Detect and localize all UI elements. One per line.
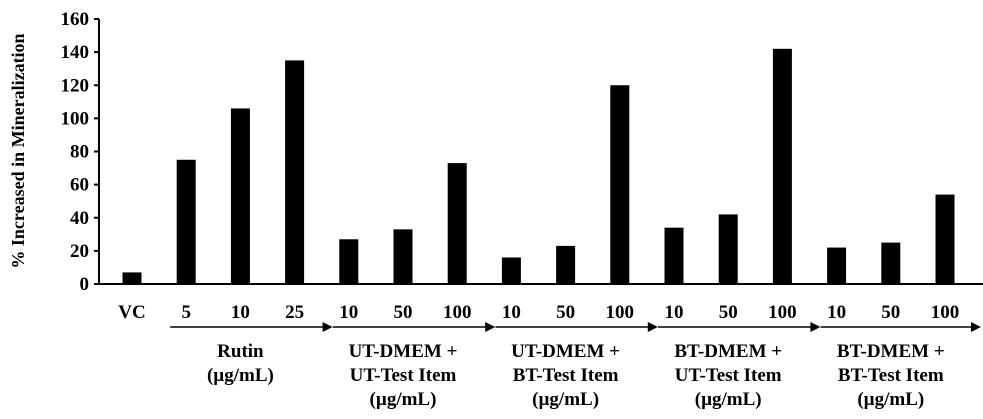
group-label-line: BT-DMEM +: [837, 341, 945, 362]
y-tick-label: 40: [70, 208, 89, 229]
y-tick-label: 80: [70, 142, 89, 163]
x-tick-label: 100: [768, 302, 797, 323]
x-tick-label: 5: [181, 302, 191, 323]
bar: [122, 272, 142, 284]
bar: [664, 227, 684, 284]
x-tick-label: 50: [394, 302, 413, 323]
group-arrow-head: [322, 322, 333, 332]
x-tick-label: 10: [827, 302, 846, 323]
x-tick-label: 25: [285, 302, 304, 323]
bar: [176, 159, 196, 284]
bar: [556, 245, 576, 284]
group-label-line: (µg/mL): [532, 389, 599, 410]
x-tick-label: 100: [931, 302, 960, 323]
bar: [501, 257, 521, 284]
bar: [610, 85, 630, 284]
bar: [772, 48, 792, 284]
x-tick-label: 100: [443, 302, 472, 323]
y-tick-label: 120: [61, 75, 90, 96]
x-tick-label: 10: [339, 302, 358, 323]
y-tick-label: 140: [61, 42, 90, 63]
group-label-line: UT-DMEM +: [349, 341, 458, 362]
x-tick-label: 10: [665, 302, 684, 323]
bar: [339, 239, 359, 284]
group-label-line: BT-DMEM +: [674, 341, 782, 362]
y-axis-label: % Increased in Mineralization: [8, 33, 28, 268]
bar: [881, 242, 901, 284]
y-tick-label: 160: [61, 9, 90, 30]
bar: [285, 60, 305, 284]
y-tick-label: 60: [70, 175, 89, 196]
x-tick-label: 50: [719, 302, 738, 323]
x-tick-label: 10: [231, 302, 250, 323]
group-label-line: Rutin: [217, 341, 264, 362]
bar: [827, 247, 847, 284]
x-tick-labels: VC 5 10 25 10 50 100 10 50 100 10 50 100 10 50 100: [118, 302, 959, 323]
group-label-line: UT-DMEM +: [511, 341, 620, 362]
bar: [718, 214, 738, 284]
group-labels: Rutin (µg/mL) UT-DMEM + UT-Test Item (µg/mL)…: [170, 322, 981, 410]
group-label-line: UT-Test Item: [350, 365, 457, 386]
y-tick-label: 100: [61, 108, 90, 129]
bar: [447, 163, 467, 284]
x-tick-label: VC: [118, 302, 145, 323]
y-tick-label: 0: [80, 274, 90, 295]
bar: [230, 108, 250, 284]
group-label-line: (µg/mL): [857, 389, 924, 410]
group-arrow-head: [810, 322, 821, 332]
x-tick-label: 50: [556, 302, 575, 323]
x-tick-label: 10: [502, 302, 521, 323]
group-label-line: (µg/mL): [695, 389, 762, 410]
group-arrow-head: [971, 322, 981, 332]
bars: [122, 48, 955, 284]
x-tick-label: 100: [606, 302, 635, 323]
y-tick-label: 20: [70, 241, 89, 262]
x-tick-label: 50: [881, 302, 900, 323]
group-arrow-head: [647, 322, 658, 332]
y-axis-ticks: 0 20 40 60 80 100 120 140 160: [61, 9, 99, 295]
bar: [935, 194, 955, 284]
group-label-line: BT-Test Item: [838, 365, 944, 386]
group-label-line: (µg/mL): [207, 365, 274, 386]
group-label-line: BT-Test Item: [513, 365, 619, 386]
group-label-line: (µg/mL): [370, 389, 437, 410]
group-arrow-head: [485, 322, 496, 332]
bar: [393, 229, 413, 284]
group-label-line: UT-Test Item: [675, 365, 782, 386]
